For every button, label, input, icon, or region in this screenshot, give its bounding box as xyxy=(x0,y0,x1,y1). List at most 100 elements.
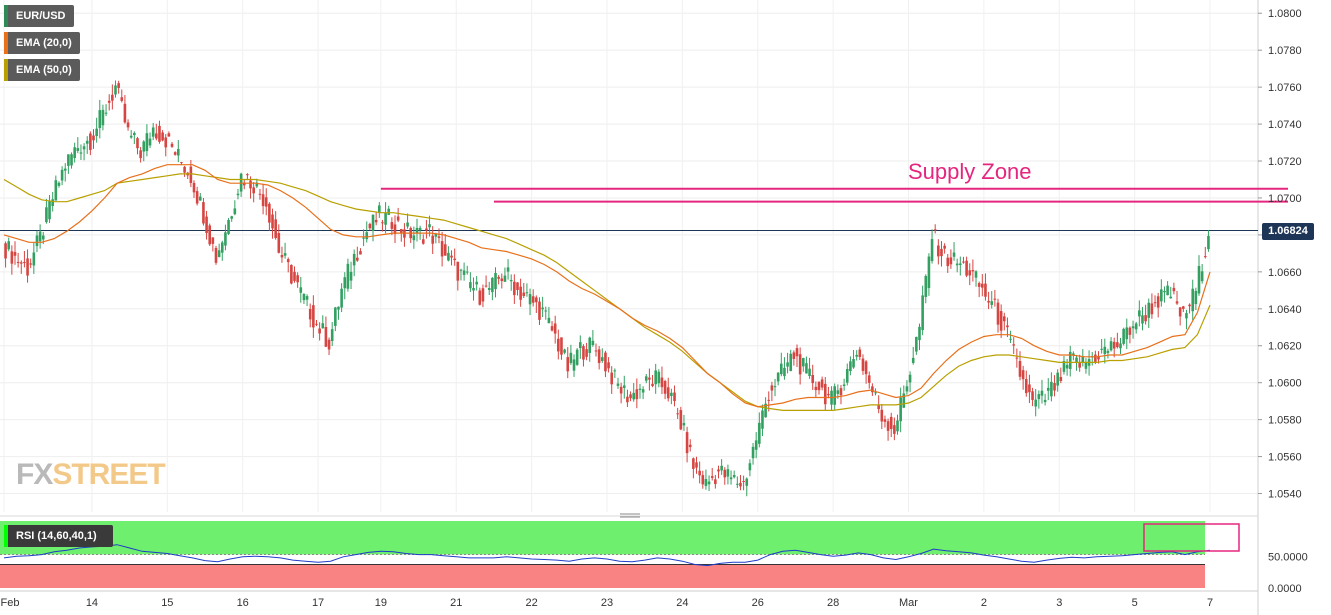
candle-body xyxy=(604,352,607,372)
candle-body xyxy=(85,140,89,144)
x-tick-label: 2 xyxy=(981,597,987,609)
legend-ema50[interactable]: EMA (50,0) xyxy=(4,59,80,81)
candle-body xyxy=(754,440,758,450)
candle-body xyxy=(453,258,456,261)
candle-body xyxy=(676,413,679,415)
candle-body xyxy=(1153,302,1157,304)
legend-eurusd[interactable]: EUR/USD xyxy=(4,5,74,27)
candle-body xyxy=(299,287,303,293)
x-tick-label: 24 xyxy=(676,597,688,609)
candle-body xyxy=(374,219,378,223)
candle-body xyxy=(503,275,507,282)
candle-body xyxy=(594,350,598,352)
candle-body xyxy=(371,214,375,231)
rsi-highlight-box xyxy=(1143,523,1240,552)
candle-body xyxy=(597,349,601,364)
candle-body xyxy=(177,149,180,156)
candle-body xyxy=(1075,357,1078,363)
legend-rsi[interactable]: RSI (14,60,40,1) xyxy=(4,525,113,547)
candle-body xyxy=(880,409,884,422)
candle-body xyxy=(475,281,478,285)
candle-body xyxy=(274,219,277,239)
candle-body xyxy=(107,100,111,103)
candle-body xyxy=(437,236,441,238)
candle-body xyxy=(557,338,560,352)
candle-body xyxy=(67,154,70,166)
candle-body xyxy=(217,250,221,257)
y-tick-label: 1.0540 xyxy=(1268,489,1302,501)
candle-body xyxy=(742,481,745,483)
candle-body xyxy=(1100,348,1103,350)
candle-body xyxy=(227,219,230,234)
candle-body xyxy=(538,301,541,320)
candle-body xyxy=(425,228,428,231)
candle-body xyxy=(933,229,937,231)
candle-body xyxy=(214,247,218,263)
candle-body xyxy=(189,166,193,184)
candle-body xyxy=(352,253,356,266)
candle-body xyxy=(550,326,554,331)
candle-body xyxy=(745,478,749,486)
candle-body xyxy=(836,390,840,394)
candle-body xyxy=(133,132,136,136)
candle-body xyxy=(940,248,943,257)
candle-body xyxy=(1053,383,1056,391)
candle-body xyxy=(965,260,968,276)
candle-body xyxy=(497,276,500,279)
candle-body xyxy=(76,148,80,151)
candle-body xyxy=(252,187,255,194)
candle-body xyxy=(277,233,281,253)
legend-ema20[interactable]: EMA (20,0) xyxy=(4,32,80,54)
candle-body xyxy=(974,271,978,278)
candle-body xyxy=(337,306,340,310)
candle-body xyxy=(902,393,906,408)
candle-body xyxy=(820,379,824,388)
candle-body xyxy=(663,381,667,394)
candle-body xyxy=(233,208,237,215)
candle-body xyxy=(569,352,573,364)
candle-body xyxy=(136,138,139,149)
candle-body xyxy=(582,346,585,360)
candle-body xyxy=(356,257,359,261)
candle-body xyxy=(805,363,808,374)
candle-body xyxy=(164,137,168,148)
candle-body xyxy=(1112,341,1116,349)
candle-body xyxy=(418,227,422,231)
candle-body xyxy=(1034,399,1037,407)
candle-body xyxy=(729,477,733,480)
candle-body xyxy=(1122,328,1125,344)
candle-body xyxy=(35,235,39,247)
candle-body xyxy=(10,251,14,264)
candle-body xyxy=(644,376,648,381)
candle-body xyxy=(82,146,86,150)
candle-body xyxy=(89,133,92,150)
candle-body xyxy=(249,180,252,189)
candle-body xyxy=(1081,356,1085,363)
last-price-tag: 1.06824 xyxy=(1262,223,1314,240)
candle-body xyxy=(698,470,701,476)
legend-swatch xyxy=(4,525,8,547)
candle-body xyxy=(1012,344,1016,346)
candle-body xyxy=(626,396,629,403)
candle-body xyxy=(622,385,626,388)
candle-body xyxy=(679,410,683,430)
candle-body xyxy=(632,392,635,400)
rsi-line xyxy=(3,544,1211,567)
candle-body xyxy=(1018,361,1022,377)
candle-body xyxy=(547,317,551,324)
candle-body xyxy=(845,369,849,383)
candle-body xyxy=(798,354,802,375)
candle-body xyxy=(999,311,1003,331)
candle-body xyxy=(1009,338,1012,340)
candle-body xyxy=(962,261,965,263)
legend-label: RSI (14,60,40,1) xyxy=(16,530,97,542)
candle-body xyxy=(915,336,918,352)
legend-label: EMA (20,0) xyxy=(16,37,72,49)
candle-body xyxy=(381,222,384,224)
candle-body xyxy=(666,387,670,399)
candle-body xyxy=(839,388,843,396)
candle-body xyxy=(1147,302,1151,318)
candle-body xyxy=(155,133,158,139)
